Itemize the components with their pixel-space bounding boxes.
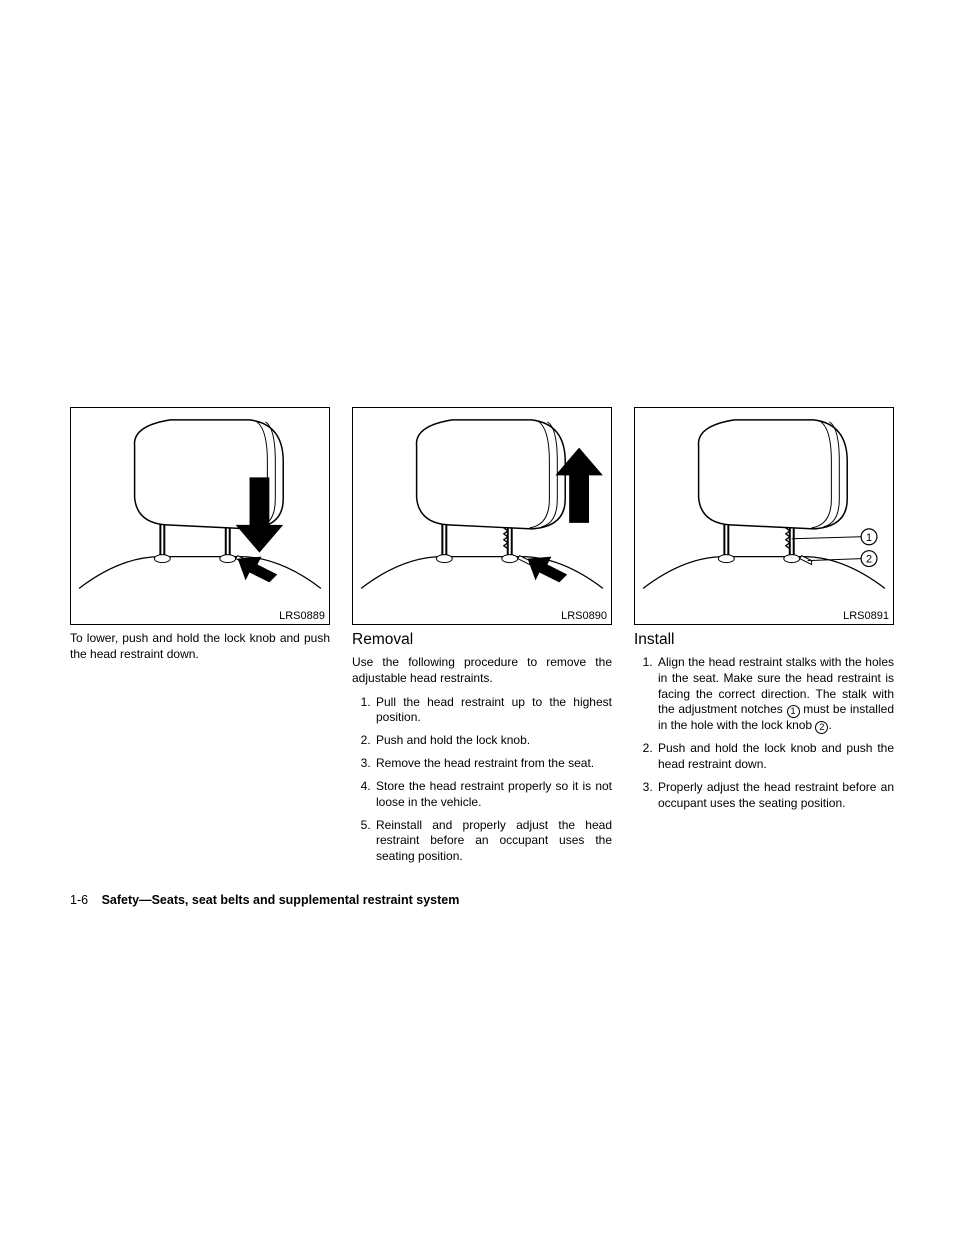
removal-intro: Use the following procedure to remove th… xyxy=(352,655,612,687)
circled-two-icon: 2 xyxy=(815,721,828,734)
removal-steps: Pull the head restraint up to the highes… xyxy=(352,695,612,865)
page-footer: 1-6 Safety—Seats, seat belts and supplem… xyxy=(70,893,459,907)
column-3: 1 2 LRS0891 Install Align the head restr… xyxy=(634,407,894,872)
circled-one-icon: 1 xyxy=(787,705,800,718)
figure-caption: LRS0891 xyxy=(843,610,889,622)
callout-2-icon: 2 xyxy=(866,554,872,566)
headrest-lower-diagram xyxy=(71,408,329,624)
list-item: Push and hold the lock knob and push the… xyxy=(656,741,894,773)
content-area: LRS0889 To lower, push and hold the lock… xyxy=(70,407,890,872)
install-heading: Install xyxy=(634,631,894,649)
figure-removal: LRS0890 xyxy=(352,407,612,625)
figure-caption: LRS0890 xyxy=(561,610,607,622)
arrow-knob-icon xyxy=(528,557,568,583)
arrow-knob-icon xyxy=(238,557,278,583)
list-item: Reinstall and properly adjust the head r… xyxy=(374,818,612,865)
install-steps: Align the head restraint stalks with the… xyxy=(634,655,894,812)
headrest-removal-diagram xyxy=(353,408,611,624)
lower-instruction-text: To lower, push and hold the lock knob an… xyxy=(70,631,330,663)
section-title: Safety—Seats, seat belts and supplementa… xyxy=(102,893,460,907)
list-item: Store the head restraint properly so it … xyxy=(374,779,612,811)
text-fragment: . xyxy=(828,718,831,732)
figure-lower: LRS0889 xyxy=(70,407,330,625)
list-item: Align the head restraint stalks with the… xyxy=(656,655,894,734)
list-item: Push and hold the lock knob. xyxy=(374,733,612,749)
figure-install: 1 2 LRS0891 xyxy=(634,407,894,625)
column-2: LRS0890 Removal Use the following proced… xyxy=(352,407,612,872)
column-1: LRS0889 To lower, push and hold the lock… xyxy=(70,407,330,872)
list-item: Pull the head restraint up to the highes… xyxy=(374,695,612,727)
page: LRS0889 To lower, push and hold the lock… xyxy=(0,0,954,1235)
list-item: Remove the head restraint from the seat. xyxy=(374,756,612,772)
removal-heading: Removal xyxy=(352,631,612,649)
callout-1-icon: 1 xyxy=(866,532,872,544)
list-item: Properly adjust the head restraint befor… xyxy=(656,780,894,812)
figure-caption: LRS0889 xyxy=(279,610,325,622)
page-number: 1-6 xyxy=(70,893,88,907)
headrest-install-diagram: 1 2 xyxy=(635,408,893,624)
